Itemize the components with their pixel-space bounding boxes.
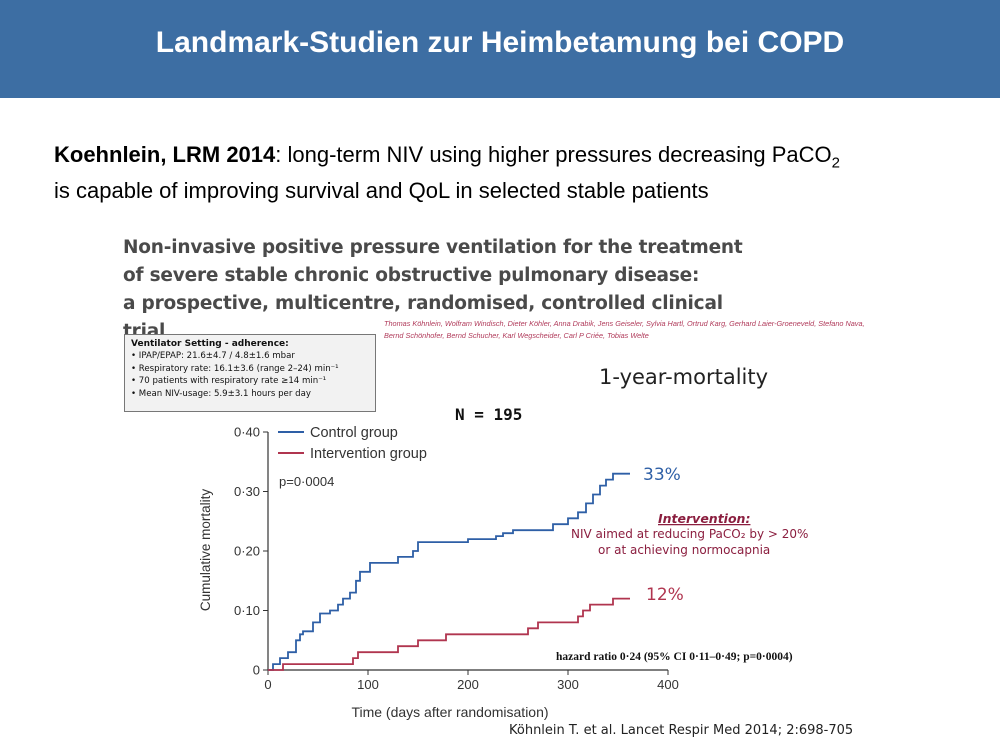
- ventilator-box-line: • IPAP/EPAP: 21.6±4.7 / 4.8±1.6 mbar: [131, 351, 295, 361]
- x-tick-label: 100: [357, 677, 379, 692]
- intervention-line-1: NIV aimed at reducing PaCO₂ by > 20%: [571, 527, 808, 541]
- x-tick-label: 400: [657, 677, 679, 692]
- x-tick-label: 300: [557, 677, 579, 692]
- paper-title-line: Non-invasive positive pressure ventilati…: [123, 237, 743, 258]
- chart-legend: Control group Intervention group: [278, 425, 427, 462]
- slide-header: Landmark-Studien zur Heimbetamung bei CO…: [0, 0, 1000, 98]
- intervention-pct-label: 12%: [646, 585, 684, 605]
- legend-intervention-label: Intervention group: [310, 446, 427, 462]
- chart-axes: 0 100 200 300 400 0 0·10 0·20 0·30 0·40: [234, 425, 679, 693]
- one-year-mortality-label: 1-year-mortality: [599, 365, 769, 389]
- intervention-title: Intervention:: [658, 511, 750, 526]
- paper-authors: Thomas Köhnlein, Wolfram Windisch, Diete…: [384, 318, 904, 342]
- control-pct-label: 33%: [643, 465, 681, 485]
- control-group-line: [268, 472, 630, 671]
- y-tick-label: 0: [253, 663, 260, 678]
- ventilator-box-line: • Respiratory rate: 16.1±3.6 (range 2–24…: [131, 363, 339, 374]
- legend-control-label: Control group: [310, 425, 398, 441]
- lead-sub: 2: [831, 154, 840, 172]
- slide-title: Landmark-Studien zur Heimbetamung bei CO…: [155, 26, 845, 59]
- x-tick-label: 200: [457, 677, 479, 692]
- ventilator-box-line: • Mean NIV-usage: 5.9±3.1 hours per day: [131, 388, 311, 399]
- chart-series-group: [268, 472, 630, 671]
- hazard-ratio-label: hazard ratio 0·24 (95% CI 0·11–0·49; p=0…: [556, 651, 793, 663]
- intervention-group-line: [268, 597, 630, 671]
- y-tick-label: 0·40: [234, 425, 260, 440]
- paper-title-line: of severe stable chronic obstructive pul…: [123, 265, 700, 286]
- lead-text-1: : long-term NIV using higher pressures d…: [275, 142, 832, 167]
- x-axis-label: Time (days after randomisation): [351, 704, 548, 720]
- paper-title: Non-invasive positive pressure ventilati…: [123, 234, 743, 346]
- intervention-line-2: or at achieving normocapnia: [598, 543, 770, 557]
- authors-line-1: Thomas Köhnlein, Wolfram Windisch, Diete…: [384, 319, 865, 328]
- p-value-label: p=0·0004: [279, 474, 334, 489]
- y-tick-label: 0·10: [234, 603, 260, 618]
- y-tick-label: 0·30: [234, 484, 260, 499]
- n-label: N = 195: [455, 405, 523, 424]
- ventilator-box-line: • 70 patients with respiratory rate ≥14 …: [131, 376, 327, 386]
- mortality-chart: 0 100 200 300 400 0 0·10 0·20 0·30 0·40 Control g…: [198, 425, 808, 721]
- authors-line-2: Bernd Schönhofer, Bernd Schucher, Karl W…: [384, 331, 649, 340]
- x-tick-label: 0: [264, 677, 271, 692]
- lead-text-2: is capable of improving survival and QoL…: [54, 178, 709, 204]
- ventilator-box-title: Ventilator Setting - adherence:: [131, 339, 289, 349]
- ventilator-setting-box: Ventilator Setting - adherence: • IPAP/E…: [124, 334, 376, 412]
- y-axis-label: Cumulative mortality: [198, 489, 213, 612]
- lead-text: Koehnlein, LRM 2014: long-term NIV using…: [54, 141, 984, 205]
- y-tick-label: 0·20: [234, 544, 260, 559]
- citation: Köhnlein T. et al. Lancet Respir Med 201…: [509, 723, 854, 738]
- lead-bold: Koehnlein, LRM 2014: [54, 142, 276, 167]
